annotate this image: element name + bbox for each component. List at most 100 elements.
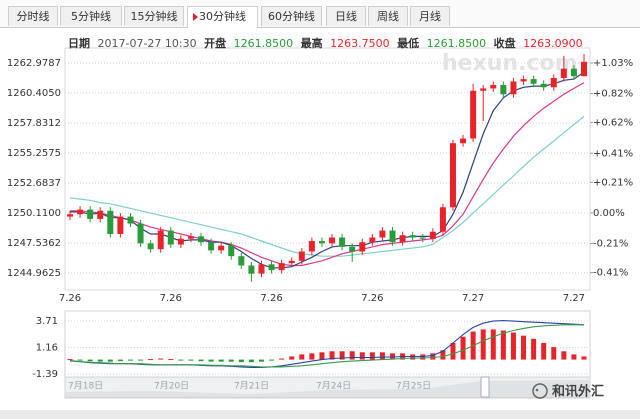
y2-tick-label: +1.03% [593, 58, 633, 69]
candle-body [460, 138, 467, 144]
macd-line [69, 324, 584, 368]
value: 1263.7500 [330, 37, 390, 50]
candle-body [369, 237, 376, 243]
tab[interactable]: 月线 [410, 6, 450, 26]
macd-bar [551, 347, 557, 360]
macd-bar [440, 350, 446, 360]
x-tick-label: 7.26 [160, 293, 182, 304]
brand-icon [532, 383, 548, 399]
candle-body [530, 79, 537, 84]
candle-body [97, 210, 104, 219]
candle-body [127, 216, 134, 224]
label: 最低 [397, 37, 420, 50]
candle-body [480, 88, 487, 91]
navigator-area [65, 380, 590, 397]
candle-body [419, 237, 426, 239]
macd-bar [510, 332, 516, 360]
y2-tick-label: -0.21% [593, 239, 628, 250]
macd-bar [289, 356, 295, 360]
candle-body [87, 209, 94, 219]
macd-bar [500, 330, 506, 360]
value: 2017-07-27 10:30 [97, 37, 197, 50]
macd-bar [531, 338, 537, 360]
macd-bar [349, 351, 355, 360]
navigator-label: 7月25日 [396, 381, 431, 392]
macd-bar [329, 351, 335, 360]
tab[interactable]: 30分钟线 [187, 6, 258, 28]
macd-bar [480, 329, 486, 360]
navigator-handle [480, 376, 490, 398]
candle-body [500, 84, 507, 95]
macd-bar [269, 359, 275, 361]
tab[interactable]: 60分钟线 [261, 6, 322, 26]
candle-body [520, 79, 527, 82]
y2-tick-label: +0.21% [593, 177, 633, 188]
brand-label: 和讯外汇 [552, 384, 604, 400]
tab[interactable]: 15分钟线 [124, 6, 184, 26]
y-tick-label: 1247.5362 [7, 238, 61, 249]
label: 开盘 [204, 37, 227, 50]
macd-bar [228, 359, 234, 362]
macd-bar [198, 359, 204, 362]
tab[interactable]: 5分钟线 [60, 6, 122, 26]
macd-bar [430, 353, 436, 360]
y-tick-label: 1260.4050 [7, 88, 61, 99]
macd-bar [319, 352, 325, 360]
candle-body [137, 223, 144, 244]
y-tick-label: 1250.1100 [7, 208, 61, 219]
y2-tick-label: -0.41% [593, 268, 628, 279]
y2-tick-label: +0.82% [593, 89, 633, 100]
y2-tick-label: +0.41% [593, 148, 633, 159]
y2-tick-label: 0.00% [593, 208, 625, 219]
candle-body [288, 260, 295, 264]
macd-bar [178, 359, 184, 361]
brand-icon-dot [535, 388, 539, 392]
candle-body [107, 210, 114, 235]
macd-bar [460, 336, 466, 360]
y-tick-label: -1.39 [32, 369, 58, 380]
y-tick-label: 1257.8312 [7, 118, 61, 129]
macd-bar [359, 352, 365, 360]
y-tick-label: 1252.6837 [7, 178, 61, 189]
x-tick-label: 7.27 [462, 293, 484, 304]
candle-body [379, 230, 386, 238]
candle-body [399, 235, 406, 243]
candle-body [550, 77, 557, 88]
tab[interactable]: 日线 [326, 6, 366, 26]
value: 1261.8500 [233, 37, 294, 50]
candle-body [198, 236, 205, 243]
macd-bar [97, 359, 103, 362]
candle-body [218, 245, 225, 251]
macd-bar [148, 359, 154, 361]
candle-body [349, 246, 356, 252]
macd-bar [117, 359, 123, 362]
label: 最高 [300, 37, 323, 50]
macd-bar [87, 359, 93, 362]
candle-body [329, 237, 336, 244]
macd-bar [279, 358, 285, 360]
macd-bar [369, 352, 375, 360]
candle-body [581, 61, 587, 77]
candle-body [187, 236, 194, 239]
candle-body [248, 265, 255, 274]
candle-body [570, 68, 577, 77]
navigator-label: 7月21日 [234, 381, 269, 392]
tab[interactable]: 周线 [368, 6, 408, 26]
macd-bar [168, 359, 174, 361]
candle-body [228, 245, 235, 257]
tab-bar: 分时线 5分钟线 15分钟线 30分钟线 60分钟线 日线 周线 月线 [0, 0, 640, 28]
candle-body [510, 81, 517, 95]
x-tick-label: 7.26 [260, 293, 282, 304]
macd-bar [67, 359, 73, 361]
candle-body [157, 230, 164, 250]
plot-frame [64, 47, 591, 291]
candle-body [167, 230, 174, 245]
macd-bar [107, 359, 113, 362]
tab[interactable]: 分时线 [8, 6, 58, 26]
y-tick-label: 1.16 [36, 343, 58, 354]
candle-body [409, 235, 416, 238]
macd-bar [561, 351, 567, 360]
candle-body [298, 251, 305, 261]
value: 1263.0900 [523, 37, 583, 50]
